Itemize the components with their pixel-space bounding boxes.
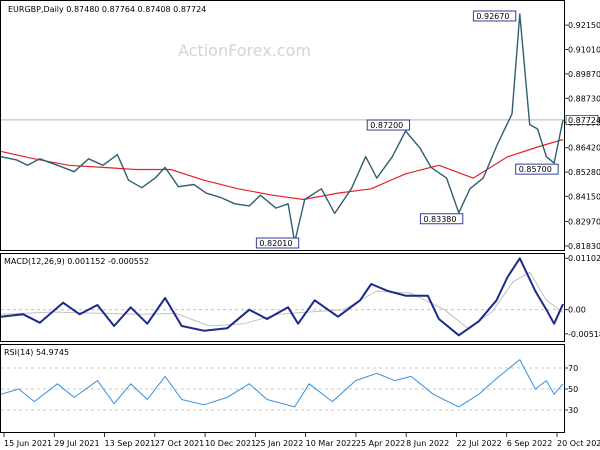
price-axis: 0.921500.910100.898700.887300.875900.864… xyxy=(564,21,600,251)
annotation-box xyxy=(255,237,300,249)
macd-axis: 0.011023 0.00 -0.005182 xyxy=(564,254,600,339)
rsi-panel: RSI(14) 54.9745 70 50 30 xyxy=(0,344,578,433)
last-price-marker: 0.87724 xyxy=(565,115,600,125)
price-panel-frame xyxy=(0,0,565,251)
time-tick-label: 15 Jun 2021 xyxy=(4,439,52,448)
annotation-label: 0.87200 xyxy=(370,121,403,130)
price-tick-label: 0.91010 xyxy=(568,46,600,55)
watermark: ActionForex.com xyxy=(178,41,311,60)
price-annotations: 0.92670 0.87200 0.85700 0.83380 0.82010 xyxy=(255,10,559,249)
annotation-box xyxy=(472,10,517,22)
price-tick-label: 0.92150 xyxy=(568,21,600,30)
price-tick-label: 0.86420 xyxy=(568,144,600,153)
time-tick-label: 10 Dec 2021 xyxy=(205,439,256,448)
rsi-panel-frame xyxy=(0,344,565,433)
annotation-label: 0.92670 xyxy=(476,12,509,21)
price-tick-label: 0.84150 xyxy=(568,192,600,201)
time-tick-label: 6 Sep 2022 xyxy=(507,439,553,448)
last-price-label: 0.87724 xyxy=(568,116,600,125)
price-tick-label: 0.81830 xyxy=(568,242,600,251)
rsi-levels xyxy=(1,367,564,411)
rsi-tick-label: 70 xyxy=(568,364,578,373)
annotation-box xyxy=(419,213,464,225)
symbol-header: EURGBP,Daily 0.87480 0.87764 0.87408 0.8… xyxy=(8,5,206,14)
moving-average-line xyxy=(0,139,564,201)
annotation-label: 0.83380 xyxy=(423,215,456,224)
time-tick-label: 25 Jan 2022 xyxy=(255,439,303,448)
macd-panel-frame xyxy=(0,253,565,342)
rsi-title: RSI(14) 54.9745 xyxy=(4,348,69,357)
time-tick-label: 27 Oct 2021 xyxy=(155,439,204,448)
time-tick-label: 29 Jul 2021 xyxy=(54,439,99,448)
time-tick-label: 8 Jun 2022 xyxy=(406,439,449,448)
rsi-axis: 70 50 30 xyxy=(564,364,578,415)
rsi-line xyxy=(0,359,564,408)
time-tick-label: 13 Sep 2021 xyxy=(105,439,156,448)
time-axis: 15 Jun 2021 29 Jul 2021 13 Sep 2021 27 Oct … xyxy=(3,433,600,448)
price-tick-label: 0.82970 xyxy=(568,218,600,227)
annotation-label: 0.85700 xyxy=(519,165,552,174)
annotation-label: 0.82010 xyxy=(259,239,292,248)
macd-tick-label: 0.00 xyxy=(568,306,586,315)
price-tick-label: 0.85280 xyxy=(568,168,600,177)
time-tick-label: 25 Apr 2022 xyxy=(356,439,405,448)
macd-title: MACD(12,26,9) 0.001152 -0.000552 xyxy=(4,257,149,266)
rsi-tick-label: 50 xyxy=(568,385,578,394)
macd-tick-label: 0.011023 xyxy=(568,254,600,263)
annotation-box xyxy=(515,163,559,175)
price-panel: EURGBP,Daily 0.87480 0.87764 0.87408 0.8… xyxy=(0,0,600,251)
macd-signal-line xyxy=(0,271,564,329)
time-tick-label: 10 Mar 2022 xyxy=(306,439,357,448)
time-tick-label: 22 Jul 2022 xyxy=(456,439,501,448)
price-tick-label: 0.88730 xyxy=(568,94,600,103)
macd-panel: MACD(12,26,9) 0.001152 -0.000552 0.01102… xyxy=(0,253,600,342)
price-tick-label: 0.89870 xyxy=(568,70,600,79)
annotation-box xyxy=(366,119,411,131)
macd-line xyxy=(0,257,564,337)
rsi-tick-label: 30 xyxy=(568,406,578,415)
last-price-box xyxy=(565,115,599,125)
macd-tick-label: -0.005182 xyxy=(568,330,600,339)
time-tick-label: 20 Oct 2022 xyxy=(557,439,600,448)
